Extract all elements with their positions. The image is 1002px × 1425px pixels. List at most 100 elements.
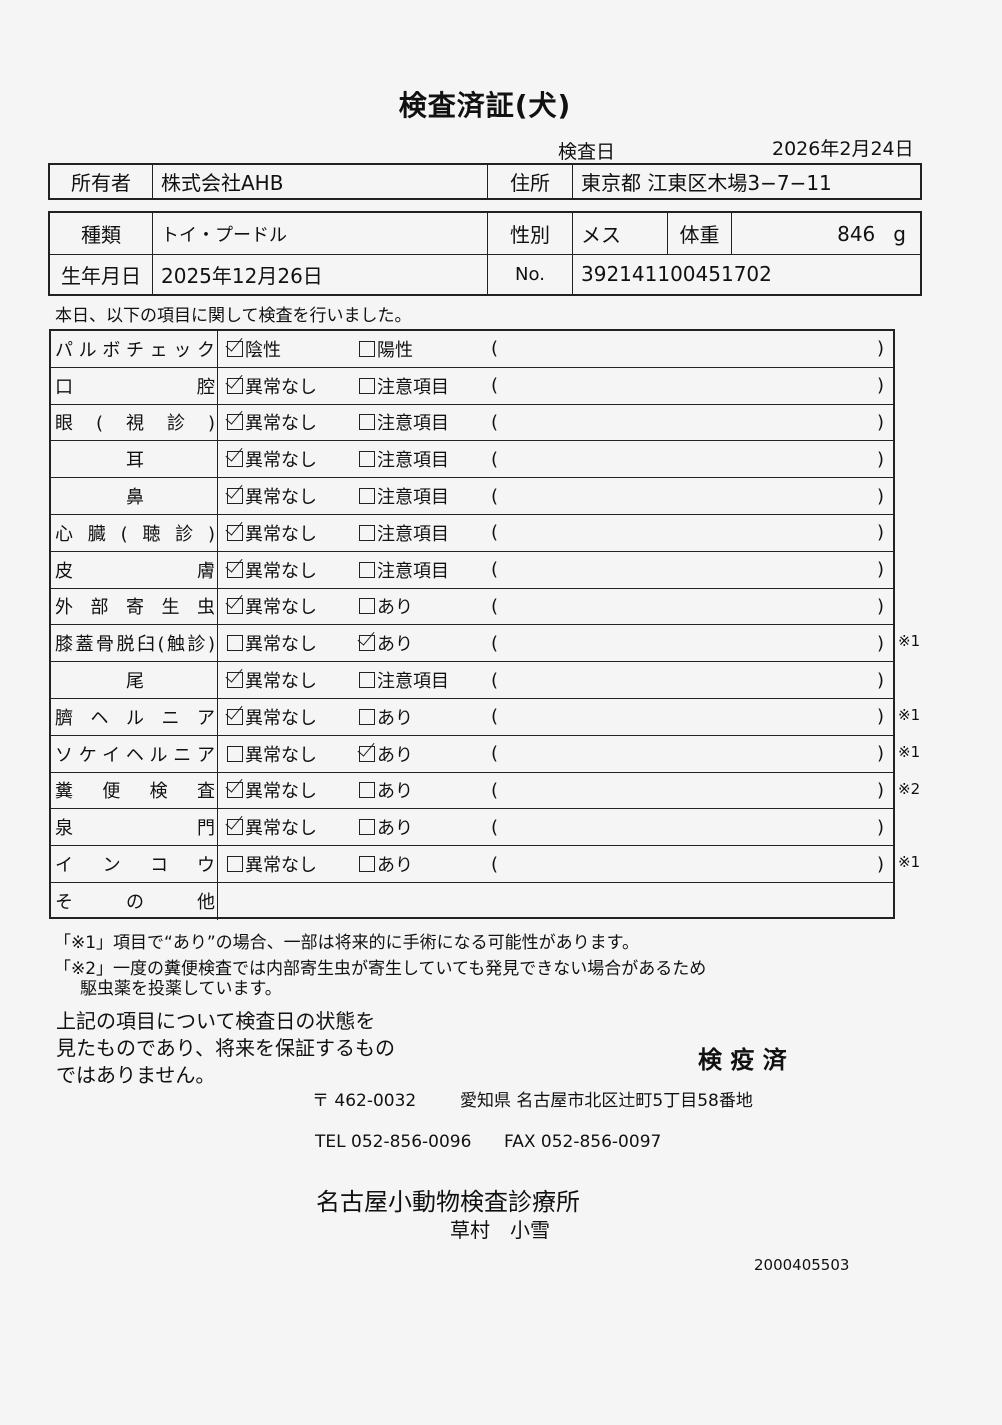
checkbox-icon[interactable] xyxy=(227,451,243,468)
option-abnormal-label: 注意項目 xyxy=(377,671,449,693)
check-item-text: 耳 xyxy=(126,450,144,472)
option-normal[interactable]: 異常なし xyxy=(227,405,317,441)
option-abnormal[interactable]: 注意項目 xyxy=(359,441,449,477)
checkbox-icon[interactable] xyxy=(227,672,243,689)
option-normal-label: 異常なし xyxy=(245,560,317,582)
checkbox-icon[interactable] xyxy=(359,414,375,431)
checkbox-icon[interactable] xyxy=(227,708,243,725)
option-normal-label: 異常なし xyxy=(245,487,317,509)
option-normal[interactable]: 異常なし xyxy=(227,515,317,551)
option-normal[interactable]: 異常なし xyxy=(227,589,317,625)
checkbox-icon[interactable] xyxy=(359,524,375,541)
checkbox-icon[interactable] xyxy=(227,488,243,505)
other-label-text: その他 xyxy=(55,892,215,914)
option-normal-label: 異常なし xyxy=(245,376,317,398)
paren-close: ) xyxy=(877,632,885,654)
option-abnormal[interactable]: 注意項目 xyxy=(359,478,449,514)
checkbox-icon[interactable] xyxy=(227,745,243,762)
other-field[interactable] xyxy=(221,883,893,920)
animal-table: 種類 トイ・プードル 性別 メス 体重 846 g 生年月日 2025年12月2… xyxy=(48,211,922,296)
option-abnormal[interactable]: あり xyxy=(359,846,413,882)
check-row: パルボチェック 陰性 陽性 ( ) xyxy=(51,331,893,368)
option-abnormal[interactable]: 注意項目 xyxy=(359,405,449,441)
paren-close: ) xyxy=(877,448,885,470)
option-normal[interactable]: 異常なし xyxy=(227,662,317,698)
option-normal[interactable]: 異常なし xyxy=(227,809,317,845)
checkbox-icon[interactable] xyxy=(227,561,243,578)
checkbox-icon[interactable] xyxy=(227,598,243,615)
check-item-label: 口腔 xyxy=(55,368,215,404)
option-normal[interactable]: 異常なし xyxy=(227,846,317,882)
check-item-text: インコウ xyxy=(55,855,215,877)
paren-open: ( xyxy=(491,669,499,691)
option-abnormal[interactable]: 注意項目 xyxy=(359,662,449,698)
checkbox-icon[interactable] xyxy=(227,635,243,652)
check-row: ソケイヘルニア 異常なし あり ( ) xyxy=(51,735,893,773)
option-normal-label: 異常なし xyxy=(245,523,317,545)
document-title: 検査済証(犬) xyxy=(398,89,572,122)
option-abnormal[interactable]: あり xyxy=(359,589,413,625)
checkbox-icon[interactable] xyxy=(227,856,243,873)
checkbox-icon[interactable] xyxy=(359,561,375,578)
check-row: 膝蓋骨脱臼(触診) 異常なし あり ( ) xyxy=(51,625,893,663)
option-abnormal[interactable]: あり xyxy=(359,773,413,809)
option-normal[interactable]: 異常なし xyxy=(227,625,317,661)
check-item-text: 臍ヘルニア xyxy=(55,707,215,729)
check-row: インコウ 異常なし あり ( ) xyxy=(51,846,893,883)
option-abnormal[interactable]: あり xyxy=(359,809,413,845)
checkbox-icon[interactable] xyxy=(359,856,375,873)
checkbox-icon[interactable] xyxy=(359,635,375,652)
option-normal[interactable]: 異常なし xyxy=(227,478,317,514)
checkbox-icon[interactable] xyxy=(359,672,375,689)
checkbox-icon[interactable] xyxy=(227,340,243,357)
check-item-label: 膝蓋骨脱臼(触診) xyxy=(55,625,215,661)
option-normal[interactable]: 異常なし xyxy=(227,552,317,588)
check-row: 心臓(聴診) 異常なし 注意項目 ( ) xyxy=(51,515,893,552)
option-normal[interactable]: 異常なし xyxy=(227,368,317,404)
check-row: 皮膚 異常なし 注意項目 ( ) xyxy=(51,551,893,589)
checkbox-icon[interactable] xyxy=(359,377,375,394)
checkbox-icon[interactable] xyxy=(359,451,375,468)
checkbox-icon[interactable] xyxy=(227,819,243,836)
checkbox-icon[interactable] xyxy=(359,488,375,505)
checkbox-icon[interactable] xyxy=(359,782,375,799)
option-abnormal[interactable]: あり xyxy=(359,699,413,735)
paren-open: ( xyxy=(491,338,499,360)
paren-close: ) xyxy=(877,411,885,433)
checkbox-icon[interactable] xyxy=(359,598,375,615)
option-abnormal[interactable]: 陽性 xyxy=(359,331,413,367)
check-note: ※1 xyxy=(898,742,921,761)
checkbox-icon[interactable] xyxy=(359,819,375,836)
weight-label: 体重 xyxy=(667,213,731,254)
checkbox-icon[interactable] xyxy=(359,708,375,725)
option-normal-label: 異常なし xyxy=(245,744,317,766)
paren-close: ) xyxy=(877,816,885,838)
paren-close: ) xyxy=(877,743,885,765)
disclaimer-line-3: ではありません。 xyxy=(56,1063,216,1087)
check-row: 泉門 異常なし あり ( ) xyxy=(51,809,893,847)
option-abnormal[interactable]: 注意項目 xyxy=(359,552,449,588)
checkbox-icon[interactable] xyxy=(227,414,243,431)
option-normal[interactable]: 異常なし xyxy=(227,699,317,735)
checkbox-icon[interactable] xyxy=(227,524,243,541)
document-number: 2000405503 xyxy=(754,1256,850,1274)
option-abnormal[interactable]: 注意項目 xyxy=(359,515,449,551)
check-note: ※2 xyxy=(898,779,921,798)
owner-value: 株式会社AHB xyxy=(152,165,487,198)
checkbox-icon[interactable] xyxy=(227,377,243,394)
option-normal[interactable]: 陰性 xyxy=(227,331,281,367)
checkbox-icon[interactable] xyxy=(227,782,243,799)
option-abnormal[interactable]: あり xyxy=(359,625,413,661)
checkbox-icon[interactable] xyxy=(359,745,375,762)
option-normal[interactable]: 異常なし xyxy=(227,773,317,809)
check-item-text: 心臓(聴診) xyxy=(55,523,215,545)
paren-open: ( xyxy=(491,522,499,544)
option-abnormal[interactable]: あり xyxy=(359,736,413,772)
paren-open: ( xyxy=(491,411,499,433)
paren-open: ( xyxy=(491,816,499,838)
checkbox-icon[interactable] xyxy=(359,340,375,357)
option-normal[interactable]: 異常なし xyxy=(227,736,317,772)
option-normal[interactable]: 異常なし xyxy=(227,441,317,477)
option-abnormal[interactable]: 注意項目 xyxy=(359,368,449,404)
